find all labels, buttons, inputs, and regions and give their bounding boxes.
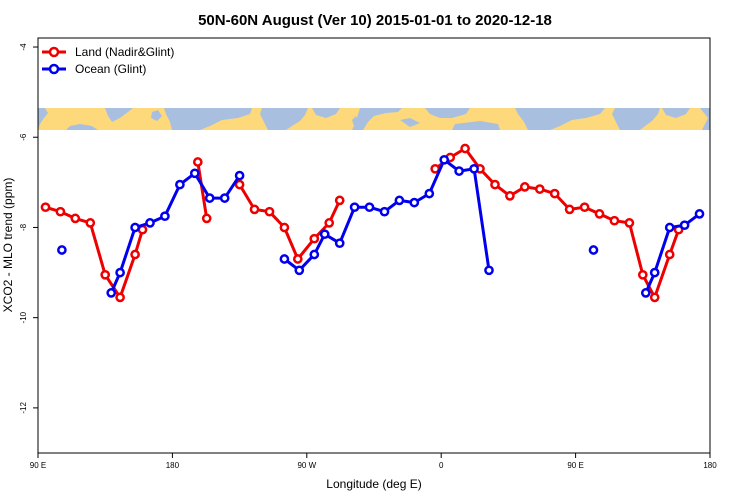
legend: Land (Nadir&Glint) Ocean (Glint): [42, 45, 174, 76]
series-land-point-9: [201, 213, 212, 224]
series-ocean-point-21: [424, 188, 435, 199]
x-tick-label-5: 180: [703, 461, 717, 470]
legend-ocean-marker: [48, 63, 60, 75]
y-tick-label-4: -12: [19, 402, 28, 414]
series-land-point-13: [279, 222, 290, 233]
series-ocean-point-17: [364, 202, 375, 213]
plot-frame: [37, 37, 711, 454]
series-land-point-10: [234, 179, 245, 190]
y-tick-label-2: -8: [19, 223, 28, 231]
series-land-point-20: [460, 143, 470, 154]
series-ocean-point-5: [160, 211, 170, 222]
series-ocean-point-11: [279, 254, 290, 264]
series-ocean-point-14: [319, 229, 330, 240]
series-ocean-point-12: [294, 265, 305, 276]
series-land-point-15: [309, 233, 320, 244]
series-ocean-point-18: [379, 206, 390, 217]
series-land-point-28: [579, 202, 590, 213]
legend-land-label: Land (Nadir&Glint): [75, 45, 174, 59]
series-ocean-point-1: [106, 288, 117, 298]
series-ocean-point-6: [175, 179, 185, 190]
series-land-point-1: [55, 206, 66, 217]
series-land-line-1: [196, 161, 209, 219]
y-axis: -4 -6 -8 -10 -12: [19, 43, 38, 414]
series-ocean-point-0: [57, 245, 67, 255]
series-land-point-3: [85, 218, 96, 228]
series-land-point-31: [624, 218, 635, 228]
series-land-point-34: [664, 249, 675, 260]
series-land-point-14: [292, 254, 303, 264]
series-ocean-point-26: [588, 245, 599, 255]
series-ocean-point-23: [454, 166, 464, 176]
series-land-point-24: [519, 182, 530, 192]
y-axis-title: XCO2 - MLO trend (ppm): [1, 178, 15, 313]
series-land-point-33: [649, 292, 660, 303]
x-tick-label-2: 90 W: [297, 461, 316, 470]
series-ocean-point-31: [694, 209, 705, 219]
series-ocean-point-28: [649, 267, 660, 278]
series-ocean-point-27: [640, 288, 651, 298]
series-land-point-25: [534, 184, 545, 194]
series-ocean-point-2: [115, 267, 125, 278]
series-ocean-point-7: [189, 168, 200, 179]
series-land-point-4: [100, 269, 111, 280]
series-ocean-line-1: [109, 171, 241, 294]
series-ocean-point-22: [439, 154, 450, 165]
x-tick-label-1: 180: [166, 461, 180, 470]
plot-content: [40, 143, 705, 303]
series-land-point-30: [609, 215, 620, 226]
y-tick-label-1: -6: [19, 133, 28, 141]
series-ocean-point-13: [309, 249, 320, 260]
series-land-point-27: [564, 204, 575, 215]
series-land-point-32: [637, 269, 648, 280]
series-land: [40, 143, 684, 303]
x-tick-label-4: 90 E: [567, 461, 583, 470]
map-ocean-shapes: [38, 108, 710, 130]
series-land-point-5: [115, 292, 125, 303]
x-axis: 90 E 180 90 W 0 90 E 180: [30, 453, 717, 470]
series-ocean-point-4: [145, 218, 155, 228]
series-ocean-point-25: [484, 265, 494, 276]
legend-ocean-label: Ocean (Glint): [75, 62, 146, 76]
series-ocean-point-8: [204, 193, 215, 203]
series-ocean-point-3: [130, 222, 140, 233]
series-land-point-17: [334, 195, 345, 206]
series-ocean-point-16: [349, 202, 360, 213]
series-land-point-16: [324, 218, 335, 228]
x-tick-label-0: 90 E: [30, 461, 46, 470]
x-tick-label-3: 0: [439, 461, 444, 470]
series-land-point-2: [70, 213, 81, 224]
series-land-point-8: [192, 157, 203, 167]
series-ocean-point-24: [469, 163, 479, 174]
series-land-point-23: [505, 191, 515, 201]
series-ocean-point-30: [679, 220, 690, 231]
y-tick-label-3: -10: [19, 311, 28, 323]
series-ocean-point-10: [234, 170, 245, 181]
series-land-point-12: [264, 206, 275, 217]
series-land-point-22: [490, 179, 500, 190]
series-ocean-point-29: [664, 222, 675, 233]
series-land-point-6: [130, 249, 140, 260]
series-land-point-29: [594, 209, 605, 219]
series-land-point-11: [249, 204, 260, 215]
series-land-point-0: [40, 202, 51, 213]
series-ocean-point-15: [334, 238, 345, 249]
series-ocean-point-9: [219, 193, 230, 203]
series-ocean-point-19: [394, 195, 405, 206]
series-ocean: [57, 154, 705, 298]
x-axis-title: Longitude (deg E): [326, 477, 421, 491]
legend-land-marker: [48, 46, 60, 58]
series-land-point-26: [549, 188, 560, 199]
world-map-strip: [38, 108, 710, 130]
y-tick-label-0: -4: [19, 43, 28, 51]
chart-title: 50N-60N August (Ver 10) 2015-01-01 to 20…: [198, 12, 552, 29]
series-ocean-point-20: [409, 197, 420, 208]
